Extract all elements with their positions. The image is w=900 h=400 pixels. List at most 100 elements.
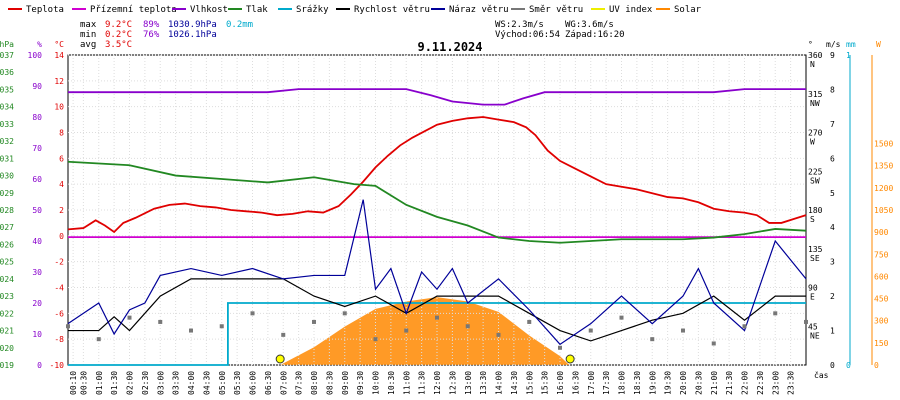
tick-solar-2: 300 [874,317,889,326]
wind-dir-point-11 [404,328,409,333]
x-tick-42: 21:00 [710,371,719,395]
x-tick-0: 00:10 [69,371,78,395]
tick-temp-5: 0 [59,232,64,241]
tick-pct-3: 30 [32,268,42,277]
tick-dir-5: 135 [808,245,823,254]
tick-solar-8: 1200 [874,184,893,193]
stat-hum-max: 89% [143,20,160,30]
legend: Teplota Přízemní teplota Vlhkost Tlak Srážky… [8,5,702,15]
x-tick-35: 17:30 [602,371,611,395]
tick-pct-0: 0 [37,361,42,370]
x-tick-4: 02:00 [126,371,135,395]
tick-pct-9: 90 [32,82,42,91]
tick-dir-label-1: NW [810,99,820,108]
x-tick-2: 01:00 [95,371,104,395]
tick-dir-7: 45 [808,322,818,331]
stat-label-min: min [80,30,96,40]
x-tick-43: 21:30 [725,371,734,395]
x-tick-27: 13:30 [479,371,488,395]
tick-ms-8: 8 [830,85,835,94]
series-teplota [67,116,807,234]
tick-hpa-15: 1034 [0,103,14,112]
stat-wg: WG:3.6m/s [565,20,614,30]
tick-hpa-12: 1031 [0,154,14,163]
tick-hpa-10: 1029 [0,189,14,198]
tick-hpa-16: 1035 [0,85,14,94]
legend-label-6: Náraz větru [449,5,509,15]
wind-dir-point-23 [773,311,778,316]
legend-label-8: UV index [609,5,653,15]
wind-dir-point-18 [619,315,624,320]
tick-temp-1: -8 [54,335,64,344]
x-tick-10: 05:00 [218,371,227,395]
series-n-raz-v-tru [67,199,807,346]
tick-pct-6: 60 [32,175,42,184]
x-tick-25: 12:30 [448,371,457,395]
tick-solar-9: 1350 [874,162,893,171]
x-tick-46: 23:00 [771,371,780,395]
tick-solar-3: 450 [874,295,889,304]
wind-dir-point-21 [711,341,716,346]
tick-hpa-4: 1023 [0,292,14,301]
tick-solar-10: 1500 [874,140,893,149]
tick-mm-0: 0 [846,361,851,370]
tick-temp-6: 2 [59,206,64,215]
stat-rain-max: 0.2mm [226,20,253,30]
wind-dir-point-24 [804,319,808,324]
wind-dir-point-14 [496,332,501,337]
x-tick-29: 14:30 [510,371,519,395]
tick-dir-0: 360 [808,51,823,60]
tick-dir-6: 90 [808,284,818,293]
lines-layer [66,88,808,366]
series-rychlost-v-tru [68,278,806,342]
tick-dir-label-7: NE [810,331,820,340]
tick-hpa-8: 1027 [0,223,14,232]
tick-hpa-11: 1030 [0,172,14,181]
sun-marker-východ [275,354,285,364]
axis-title-dir: ° [808,40,813,49]
x-tick-3: 01:30 [110,371,119,395]
wind-dir-point-9 [342,311,347,316]
x-tick-19: 09:30 [356,371,365,395]
tick-pct-10: 100 [28,51,43,60]
tick-hpa-0: 1019 [0,361,14,370]
axis-title-hpa: hPa [0,40,14,49]
x-tick-33: 16:30 [571,371,580,395]
x-tick-13: 06:30 [264,371,273,395]
tick-pct-1: 10 [32,330,42,339]
x-tick-1: 00:30 [79,371,88,395]
legend-label-3: Tlak [246,5,268,15]
tick-temp-7: 4 [59,180,64,189]
axis-title-ms: m/s [826,40,841,49]
tick-solar-7: 1050 [874,206,893,215]
x-tick-40: 20:00 [679,371,688,395]
tick-hpa-17: 1036 [0,68,14,77]
tick-hpa-7: 1026 [0,240,14,249]
legend-label-0: Teplota [26,5,64,15]
x-tick-37: 18:30 [633,371,642,395]
tick-solar-4: 600 [874,272,889,281]
tick-ms-3: 3 [830,258,835,267]
stat-press-min: 1026.1hPa [168,30,217,40]
stat-sunrise: Východ:06:54 [495,30,560,40]
tick-ms-9: 9 [830,51,835,60]
x-tick-39: 19:30 [664,371,673,395]
wind-dir-point-13 [465,324,470,329]
x-tick-5: 02:30 [141,371,150,395]
tick-hpa-18: 1037 [0,51,14,60]
x-tick-32: 16:00 [556,371,565,395]
axis-title-temp: °C [54,40,64,49]
series-tlak [67,160,807,244]
chart-title: 9.11.2024 [417,40,482,54]
series-sr-ky [68,302,806,366]
wind-dir-point-0 [66,324,70,329]
tick-hpa-2: 1021 [0,327,14,336]
stat-ws: WS:2.3m/s [495,20,544,30]
x-tick-7: 03:30 [172,371,181,395]
tick-solar-5: 750 [874,250,889,259]
tick-temp-8: 6 [59,154,64,163]
legend-label-4: Srážky [296,5,329,15]
